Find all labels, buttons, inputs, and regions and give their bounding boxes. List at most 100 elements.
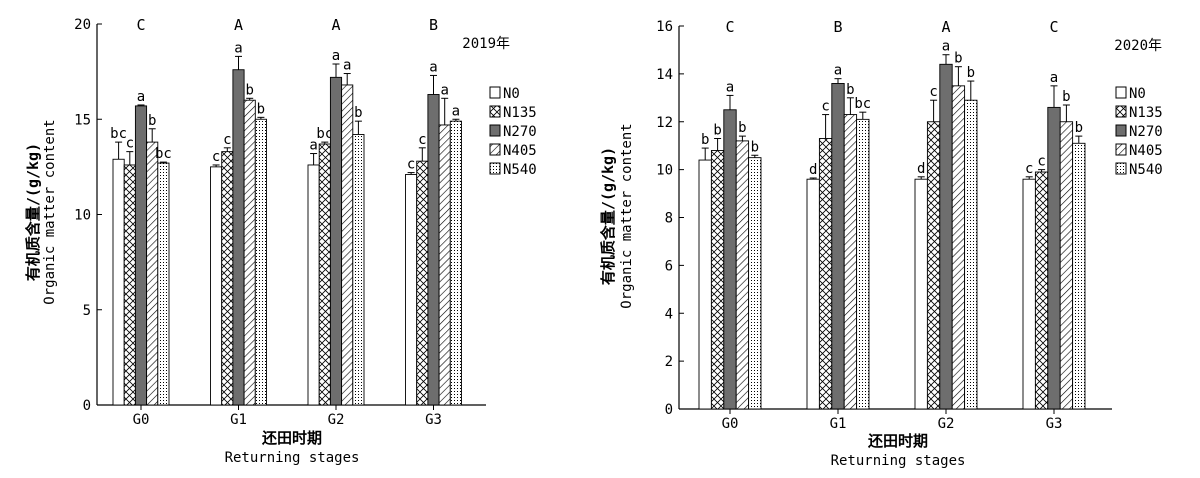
bar-significance-letter: b bbox=[846, 82, 854, 98]
group-significance-letter: B bbox=[833, 18, 842, 36]
bar-n135 bbox=[123, 164, 136, 406]
bar-n405 bbox=[1059, 121, 1074, 410]
group-significance-letter: C bbox=[136, 16, 145, 34]
y-tick-label: 16 bbox=[656, 19, 673, 35]
x-axis-title-zh: 还田时期 bbox=[867, 432, 928, 450]
bar-n270 bbox=[134, 105, 148, 406]
y-tick-label: 20 bbox=[74, 17, 91, 33]
bar-significance-letter: a bbox=[137, 89, 145, 105]
bar-n405 bbox=[735, 140, 750, 410]
bar-n540 bbox=[449, 120, 462, 406]
legend-swatch bbox=[489, 162, 501, 175]
legend-swatch bbox=[489, 143, 501, 156]
y-tick-label: 15 bbox=[74, 112, 91, 128]
year-label: 2020年 bbox=[1114, 38, 1162, 54]
year-label: 2019年 bbox=[462, 36, 510, 52]
bar-significance-letter: d bbox=[917, 161, 925, 177]
bar-n135 bbox=[1034, 171, 1049, 410]
group-significance-letter: B bbox=[429, 16, 438, 34]
bar-n135 bbox=[926, 121, 941, 410]
bar-significance-letter: a bbox=[452, 103, 460, 119]
bar-significance-letter: a bbox=[309, 138, 317, 154]
bar-significance-letter: bc bbox=[854, 96, 871, 112]
bar-n135 bbox=[221, 151, 234, 406]
bar-significance-letter: b bbox=[738, 120, 746, 136]
bar-significance-letter: a bbox=[343, 58, 351, 74]
bar-n540 bbox=[157, 162, 170, 406]
bar-n405 bbox=[438, 124, 451, 406]
x-axis-title: Returning stages bbox=[831, 453, 966, 469]
bar-significance-letter: a bbox=[1050, 70, 1058, 86]
bar-significance-letter: c bbox=[223, 132, 231, 148]
x-axis-title: Returning stages bbox=[225, 450, 360, 466]
group-significance-letter: A bbox=[234, 16, 243, 34]
y-tick-label: 2 bbox=[665, 354, 673, 370]
legend-label: N405 bbox=[1129, 143, 1163, 159]
x-axis-title-zh: 还田时期 bbox=[261, 429, 322, 447]
bar-n540 bbox=[254, 118, 267, 406]
x-tick-label: G2 bbox=[328, 412, 345, 428]
bar-significance-letter: a bbox=[726, 79, 734, 95]
bar-n135 bbox=[318, 143, 331, 406]
bar-significance-letter: d bbox=[809, 162, 817, 178]
bar-n0 bbox=[405, 174, 418, 406]
legend-swatch bbox=[1115, 105, 1127, 118]
bar-n405 bbox=[146, 141, 159, 406]
y-axis-title-zh: 有机质含量/(g/kg) bbox=[599, 147, 617, 285]
bar-n540 bbox=[856, 118, 870, 410]
legend-swatch bbox=[1115, 162, 1127, 175]
bar-n405 bbox=[341, 84, 354, 406]
bar-significance-letter: c bbox=[929, 84, 937, 100]
legend-label: N270 bbox=[1129, 124, 1163, 140]
chart-panel-2019: 2019年 有机质含量/(g/kg) Organic matter conten… bbox=[24, 16, 537, 466]
bar-significance-letter: c bbox=[126, 136, 134, 152]
legend-label: N0 bbox=[1129, 86, 1146, 102]
legend-swatch bbox=[489, 124, 501, 137]
y-axis-title: Organic matter content bbox=[619, 123, 635, 308]
bar-significance-letter: c bbox=[1037, 154, 1045, 170]
bar-significance-letter: bc bbox=[155, 146, 172, 162]
x-tick-label: G1 bbox=[230, 412, 247, 428]
group-significance-letter: C bbox=[725, 18, 734, 36]
bar-n405 bbox=[843, 114, 858, 410]
group-significance-letter: C bbox=[1049, 18, 1058, 36]
y-axis-title: Organic matter content bbox=[42, 119, 58, 304]
bar-n0 bbox=[112, 158, 125, 406]
bar-significance-letter: a bbox=[429, 59, 437, 75]
bar-significance-letter: b bbox=[751, 139, 759, 155]
y-tick-label: 10 bbox=[656, 163, 673, 179]
bar-significance-letter: b bbox=[1062, 89, 1070, 105]
bar-n0 bbox=[1022, 178, 1036, 410]
bar-n540 bbox=[352, 134, 365, 406]
bar-n540 bbox=[748, 157, 762, 410]
bar-n0 bbox=[806, 178, 820, 410]
x-tick-label: G3 bbox=[425, 412, 442, 428]
bar-significance-letter: b bbox=[713, 123, 721, 139]
chart-panel-2020: 2020年 有机质含量/(g/kg) Organic matter conten… bbox=[599, 18, 1163, 469]
bar-n135 bbox=[818, 138, 833, 410]
bar-n135 bbox=[416, 160, 429, 406]
bar-significance-letter: b bbox=[1075, 120, 1083, 136]
legend-swatch bbox=[489, 86, 501, 99]
bar-significance-letter: b bbox=[354, 105, 362, 121]
legend-label: N540 bbox=[1129, 162, 1163, 178]
bar-n270 bbox=[232, 69, 245, 406]
bar-n270 bbox=[1047, 106, 1061, 410]
bar-n0 bbox=[307, 164, 320, 406]
bar-significance-letter: a bbox=[942, 39, 950, 55]
bar-significance-letter: c bbox=[212, 149, 220, 165]
bar-n135 bbox=[710, 150, 725, 410]
group-significance-letter: A bbox=[331, 16, 340, 34]
legend-swatch bbox=[489, 105, 501, 118]
bar-significance-letter: b bbox=[245, 82, 253, 98]
bar-significance-letter: b bbox=[148, 113, 156, 129]
bar-n270 bbox=[723, 109, 737, 410]
legend-label: N540 bbox=[503, 162, 537, 178]
legend-label: N0 bbox=[503, 86, 520, 102]
x-tick-label: G0 bbox=[133, 412, 150, 428]
bar-significance-letter: c bbox=[1025, 161, 1033, 177]
legend-label: N135 bbox=[503, 105, 537, 121]
bar-n540 bbox=[1072, 142, 1086, 410]
bar-significance-letter: a bbox=[440, 82, 448, 98]
